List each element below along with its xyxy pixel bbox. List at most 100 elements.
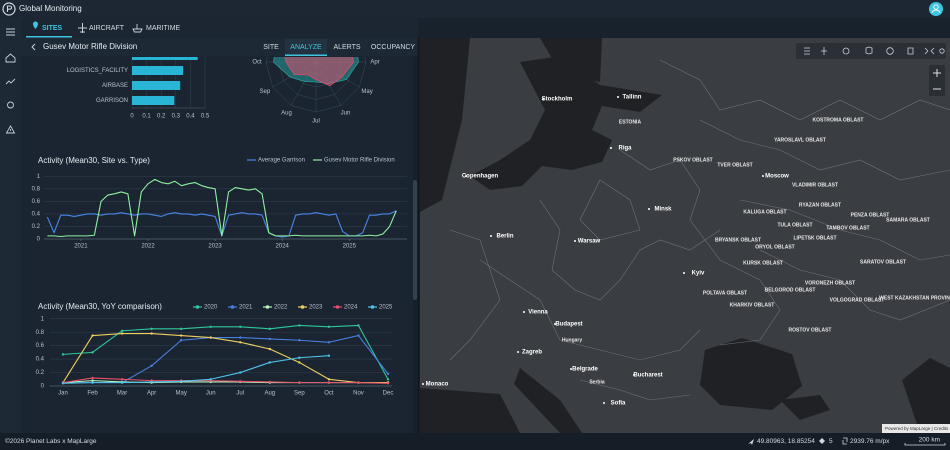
region-label: ROSTOV OBLAST [789,327,832,333]
region-label: PENZA OBLAST [851,212,890,218]
city-label: Belgrade [572,367,598,373]
bar [132,96,175,105]
tab[interactable]: SITES [42,25,63,32]
tool-fullscreen[interactable] [924,47,935,55]
legend-marker [370,305,375,309]
menu-icon[interactable] [6,28,15,36]
city-dot [762,175,764,177]
tool-layers[interactable] [804,47,810,55]
borders [449,59,950,401]
back-button[interactable] [31,43,36,51]
x-tick-label: Nov [353,391,364,397]
scrollbar-thumb[interactable] [413,180,417,300]
region-label: KOSTROMA OBLAST [813,117,864,123]
tab[interactable]: AIRCRAFT [89,25,125,32]
analytics-icon[interactable] [5,78,16,85]
tool-settings[interactable] [939,48,945,54]
panel-content: 0 0.1 0.2 0.3 0.4 0.5 LOGISTICS_FACILITY AIRBAS… [32,57,407,397]
point [298,356,301,359]
panel-tab[interactable]: ALERTS [333,44,360,51]
tool-draw[interactable] [842,47,850,55]
city-dot [542,98,544,100]
tab-bar [21,18,418,38]
city-dot [617,96,619,98]
point [179,334,183,337]
x-tick-label: May [176,391,187,397]
point [298,339,301,342]
city-label: Warsaw [578,239,601,245]
resolution: 2939.76 m/px [850,438,890,445]
x-tick-label: Sep [294,391,305,397]
x-tick-label: 0.5 [201,114,210,120]
tool-print[interactable] [907,47,914,55]
resolution-icon [842,437,848,445]
city-dot [490,235,492,237]
map[interactable]: Stockholm Tallinn Riga ESTONIA Copenhagen Ber… [420,38,950,433]
alerts-icon[interactable] [5,125,16,134]
city-dot [465,175,467,177]
point [209,325,212,328]
legend-marker [265,305,270,309]
zoom-in[interactable] [933,69,941,77]
series-line [62,332,388,384]
region-label: WEST KAZAKHSTAN PROVINCE [879,295,950,301]
settings-icon[interactable] [7,101,14,109]
logo[interactable] [2,2,16,16]
y-tick-label: 0.8 [32,186,41,192]
city-dot [574,240,576,242]
city-dot [683,272,685,274]
tool-3d[interactable] [865,46,873,55]
region-label: Hungary [562,337,583,343]
x-tick-label: Jul [236,391,244,397]
scale-bar [904,443,946,446]
point [357,324,360,327]
radar-area [284,57,354,87]
city-dot [648,208,650,210]
point [239,380,242,383]
radar-label: May [361,89,372,95]
city-label: Copenhagen [462,174,499,180]
y-tick-label: LOGISTICS_FACILITY [67,68,128,74]
logo-mark [6,5,13,12]
region-label: ESTONIA [619,119,642,125]
map-tools [804,46,945,55]
y-tick-label: GARRISON [96,98,128,104]
user-icon [931,9,941,14]
copyright: ©2026 Planet Labs x MapLarge [5,437,97,445]
point [386,372,390,376]
point [61,382,65,385]
map-attribution[interactable]: Powered by MapLarge | Credits [885,426,949,431]
point [239,325,242,328]
map-toolbar [796,43,946,59]
point [268,347,272,351]
region-label: KHARKIV OBLAST [730,302,775,308]
x-tick-label: 2025 [343,244,357,250]
region-label: VLADIMIR OBLAST [792,182,838,188]
radar-label: Oct [252,60,262,66]
city-dot [523,311,525,313]
y-tick-label: 0.4 [32,211,41,217]
tool-globe[interactable] [886,47,894,55]
point [209,336,212,339]
panel-tab[interactable]: OCCUPANCY [371,44,416,51]
x-tick-label: Aug [264,391,275,397]
maritime-icon [132,24,143,33]
legend-label: 2020 [204,305,218,311]
home-icon[interactable] [5,53,16,63]
region-label: KURSK OBLAST [743,260,783,266]
point [120,381,124,384]
region-label: BRYANSK OBLAST [715,237,761,243]
tab[interactable]: MARITIME [146,25,181,32]
tool-measure[interactable] [821,47,827,55]
panel-tab[interactable]: ANALYZE [290,44,322,51]
point [327,381,331,384]
panel-tab[interactable]: SITE [263,44,279,51]
point [150,327,153,331]
region-label: KALUGA OBLAST [743,209,786,215]
y-tick-label: 0.6 [32,199,41,205]
city-label: Sofia [611,401,626,407]
user-icon [933,4,939,10]
region-label: TVER OBLAST [717,162,752,168]
